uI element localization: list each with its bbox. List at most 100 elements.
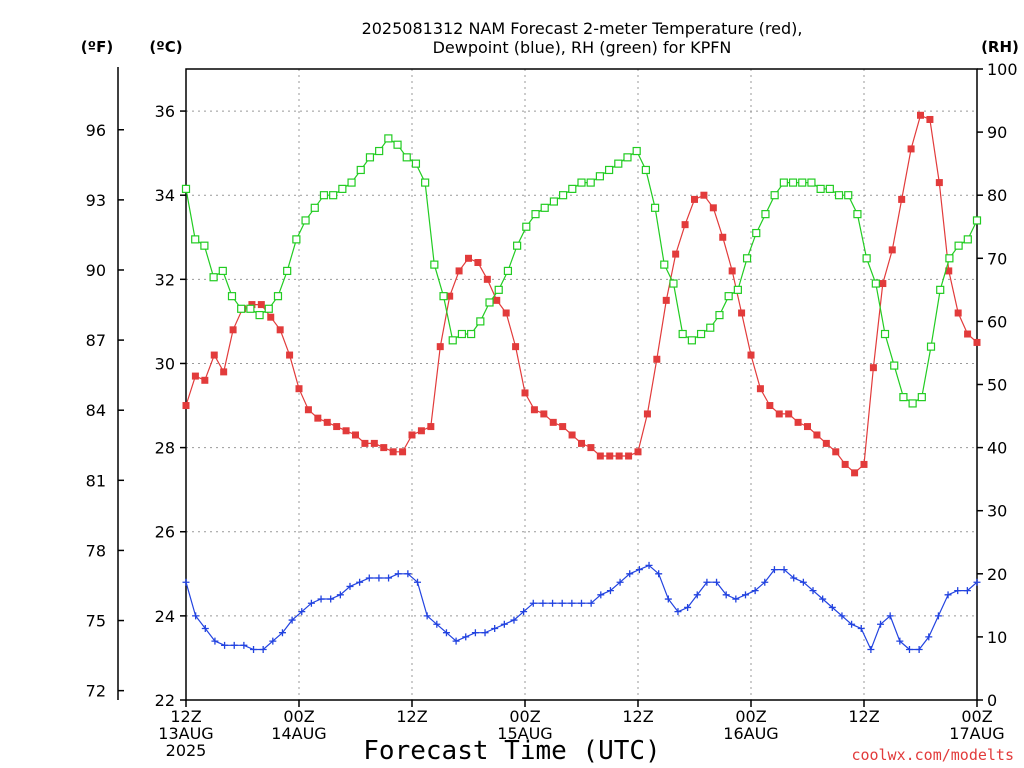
dewpoint-point: [693, 591, 701, 599]
dewpoint-point: [684, 603, 692, 611]
rh-point: [227, 292, 237, 301]
temperature-point: [455, 267, 463, 275]
rh-point: [595, 172, 604, 181]
temperature-point: [945, 267, 953, 275]
rh-point: [614, 159, 623, 168]
dewpoint-point: [896, 637, 904, 645]
temperature-point: [606, 452, 614, 460]
rh-point: [365, 153, 375, 162]
dewpoint-point: [770, 566, 778, 574]
fahrenheit-tick-label: 75: [86, 612, 106, 631]
temperature-point: [917, 111, 924, 119]
temperature-point: [352, 431, 359, 439]
temperature-point: [540, 410, 548, 418]
dewpoint-point: [944, 591, 952, 599]
temperature-point: [898, 195, 906, 203]
rh-point: [421, 178, 430, 187]
rh-point: [393, 140, 402, 149]
temperature-point: [926, 115, 934, 123]
temperature-point: [832, 448, 840, 456]
rh-tick-label: 50: [987, 376, 1007, 395]
celsius-tick-label: 34: [155, 186, 175, 205]
rh-point: [329, 191, 338, 200]
dewpoint-point: [442, 629, 450, 637]
rh-point: [375, 146, 384, 156]
rh-point: [448, 336, 457, 345]
temperature-point: [785, 410, 793, 418]
rh-point: [926, 342, 936, 351]
temperature-point: [229, 326, 237, 334]
rh-point: [531, 210, 540, 219]
rh-tick-label: 0: [987, 691, 997, 710]
temperature-point: [672, 250, 680, 258]
fahrenheit-unit-label: (ºF): [81, 38, 113, 56]
rh-point: [237, 304, 246, 313]
rh-series: [181, 134, 982, 408]
rh-point: [807, 178, 816, 187]
fahrenheit-tick-label: 87: [86, 331, 106, 350]
temperature-point: [596, 452, 604, 460]
dewpoint-point: [250, 646, 258, 654]
rh-point: [586, 178, 595, 187]
temperature-point: [389, 448, 397, 456]
rh-point: [779, 178, 788, 187]
dewpoint-point: [799, 578, 807, 586]
x-tick-label: 00Z: [509, 707, 540, 726]
dewpoint-point: [597, 591, 605, 599]
rh-point: [687, 336, 696, 345]
rh-point: [310, 203, 319, 212]
dewpoint-point: [317, 595, 325, 603]
rh-point: [761, 210, 770, 219]
rh-point: [972, 216, 982, 225]
dewpoint-point: [269, 637, 277, 645]
rh-unit-label: (RH): [981, 38, 1019, 56]
rh-point: [559, 191, 568, 200]
dewpoint-point: [491, 624, 499, 632]
dewpoint-point: [655, 570, 663, 578]
temperature-point: [907, 145, 915, 153]
dewpoint-point: [481, 629, 489, 637]
dewpoint-point: [925, 633, 933, 641]
rh-point: [623, 153, 632, 162]
dewpoint-point: [539, 599, 547, 607]
celsius-tick-label: 22: [155, 691, 175, 710]
fahrenheit-tick-label: 78: [86, 541, 106, 560]
rh-point: [696, 329, 706, 339]
chart-title-line-2: Dewpoint (blue), RH (green) for KPFN: [433, 38, 732, 57]
temperature-point: [775, 410, 783, 418]
dewpoint-point: [722, 591, 730, 599]
temperature-point: [370, 439, 378, 447]
temperature-point: [427, 423, 435, 431]
dewpoint-point: [414, 578, 422, 586]
axis-ticks: 22 24 26 28 30 32 34 36 72 75 78 81 84 87 90 93 96 0 10 20 3…: [86, 60, 1018, 760]
temperature-line: [185, 114, 978, 474]
temperature-point: [653, 355, 661, 363]
temperature-point: [408, 431, 416, 439]
dewpoint-point: [298, 608, 306, 616]
rh-point: [568, 184, 577, 193]
rh-point: [825, 184, 834, 193]
rh-point: [209, 273, 218, 282]
temperature-point: [578, 439, 585, 447]
fahrenheit-tick-label: 81: [86, 471, 106, 490]
dewpoint-point: [240, 641, 248, 649]
x-tick-label: 12Z: [170, 707, 201, 726]
dewpoint-point: [385, 574, 393, 582]
temperature-point: [276, 326, 284, 334]
dewpoint-point: [867, 646, 875, 654]
rh-point: [218, 266, 227, 276]
temperature-point: [342, 427, 350, 435]
dewpoint-point: [973, 578, 981, 586]
temperature-point: [813, 431, 821, 439]
temperature-point: [483, 275, 491, 283]
rh-point: [641, 165, 650, 175]
temperature-point: [860, 460, 868, 468]
dewpoint-point: [674, 608, 682, 616]
fahrenheit-tick-label: 84: [86, 401, 106, 420]
temperature-point: [361, 439, 369, 447]
dewpoint-point: [356, 578, 364, 586]
dewpoint-point: [905, 646, 913, 654]
dewpoint-point: [230, 641, 238, 649]
rh-point: [467, 329, 476, 339]
dewpoint-point: [375, 574, 383, 582]
